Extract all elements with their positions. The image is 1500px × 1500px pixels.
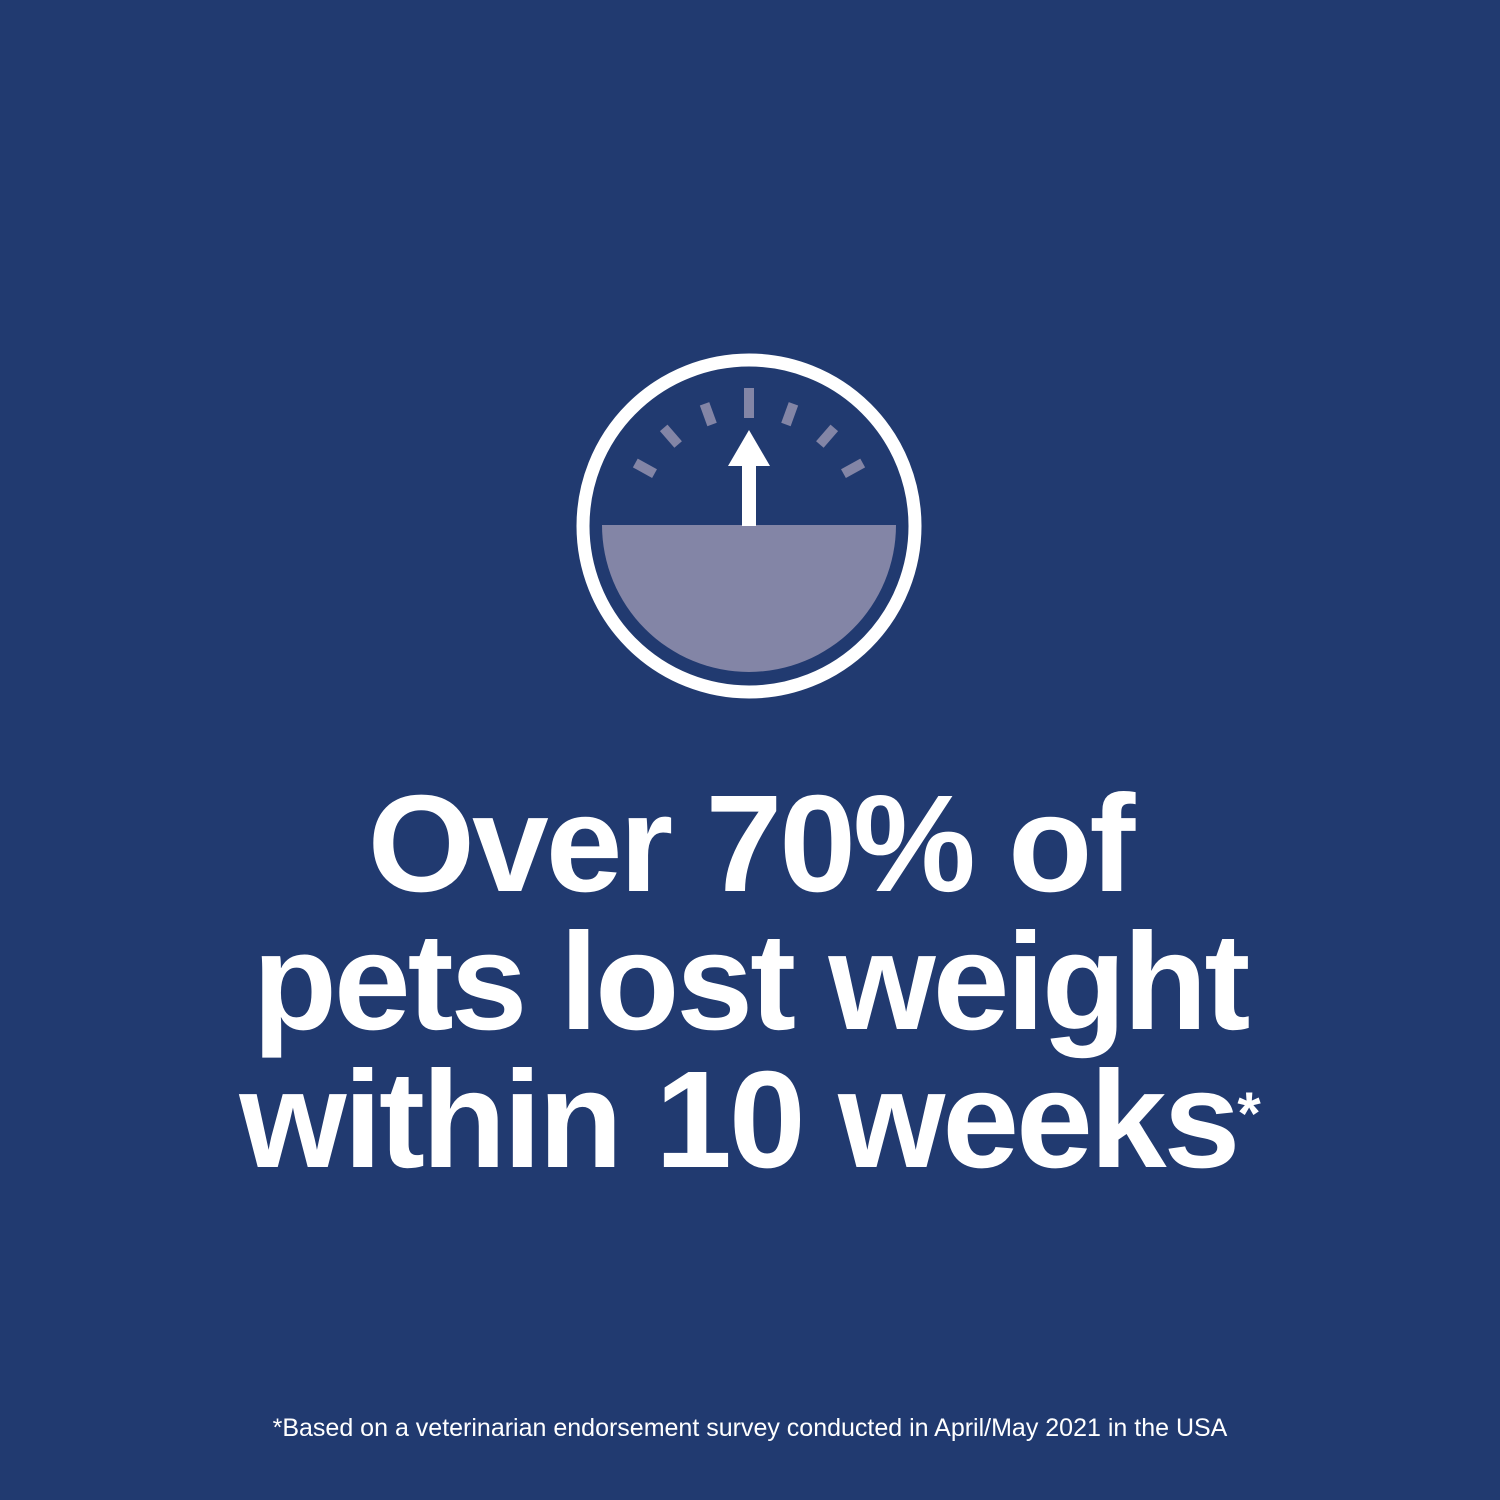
- gauge-tick: [841, 458, 866, 479]
- headline-line-1: Over 70% of: [367, 767, 1136, 921]
- gauge-tick: [699, 402, 717, 427]
- headline-line-2: pets lost weight: [252, 905, 1251, 1059]
- gauge-tick: [632, 458, 657, 479]
- gauge-tick: [744, 388, 754, 418]
- scale-gauge-icon: [576, 353, 922, 699]
- headline-line-3-text: within 10 weeks: [239, 1043, 1240, 1197]
- headline: Over 70% of pets lost weight within 10 w…: [0, 775, 1500, 1189]
- footnote: *Based on a veterinarian endorsement sur…: [272, 1414, 1228, 1442]
- gauge-tick: [781, 402, 799, 427]
- asterisk: *: [1237, 1080, 1261, 1147]
- gauge-tick: [816, 424, 839, 448]
- headline-line-3: within 10 weeks*: [0, 1051, 1500, 1189]
- gauge-tick: [659, 424, 682, 448]
